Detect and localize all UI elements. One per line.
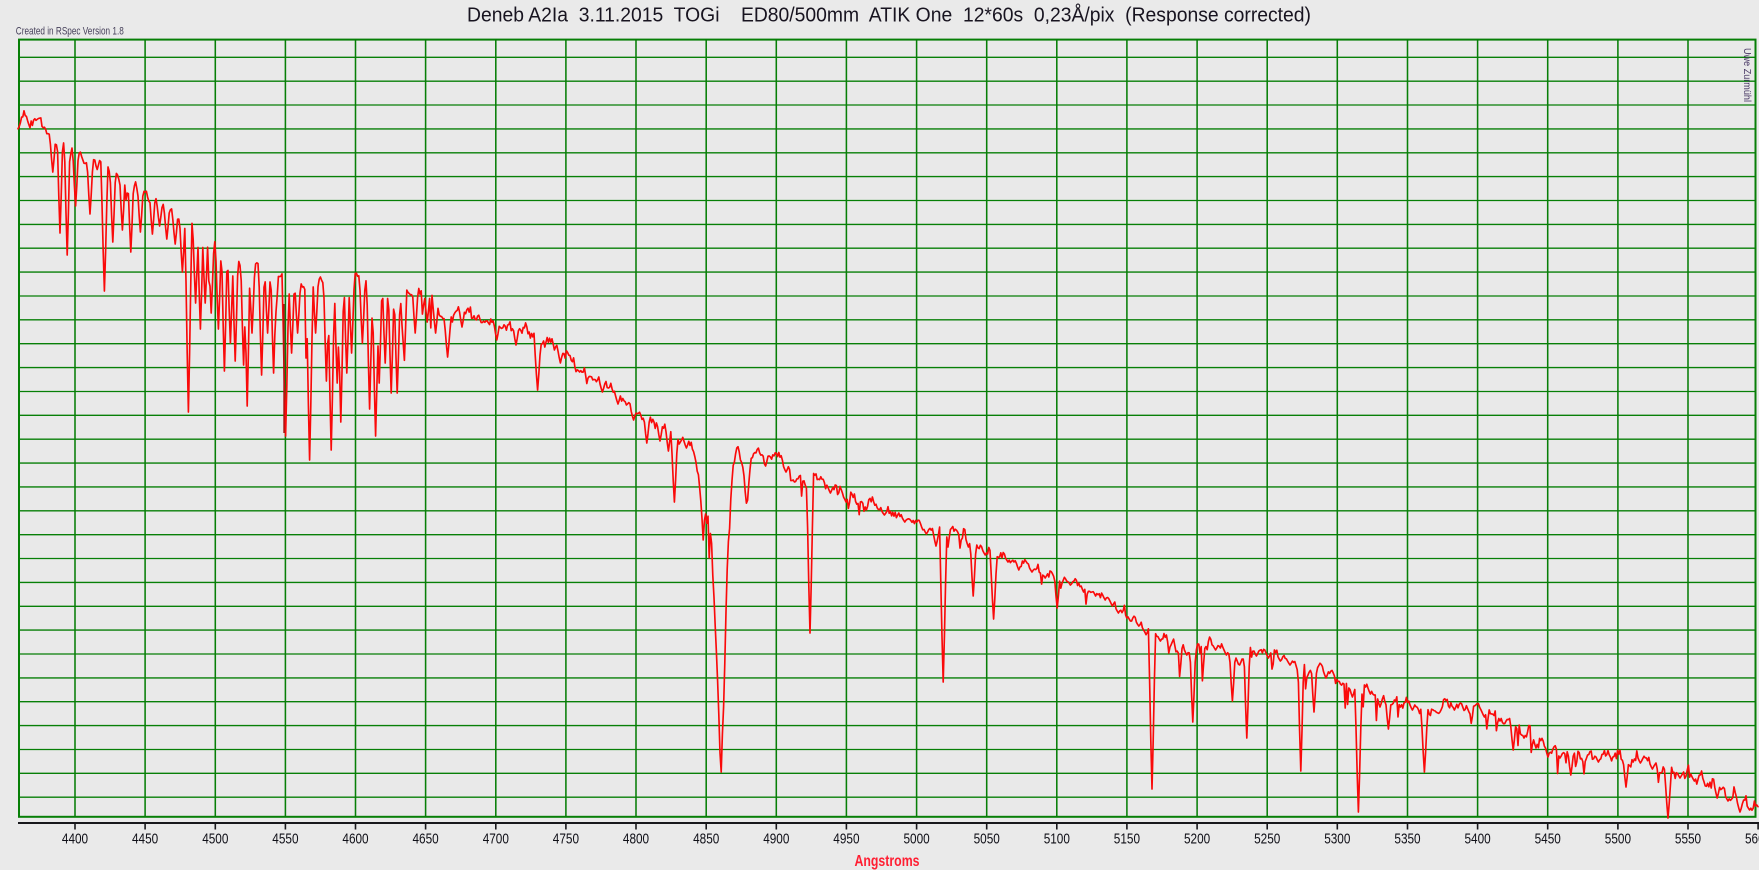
svg-text:5550: 5550 xyxy=(1675,832,1701,848)
svg-text:5100: 5100 xyxy=(1044,832,1070,848)
svg-text:4750: 4750 xyxy=(553,832,579,848)
svg-text:5350: 5350 xyxy=(1394,832,1420,848)
svg-text:5500: 5500 xyxy=(1605,832,1631,848)
svg-text:5200: 5200 xyxy=(1184,832,1210,848)
svg-text:4550: 4550 xyxy=(272,832,298,848)
svg-text:Created in RSpec Version 1.8: Created in RSpec Version 1.8 xyxy=(16,26,124,38)
svg-text:4650: 4650 xyxy=(413,832,439,848)
svg-text:Deneb A2Ia 3.11.2015 TOGi: Deneb A2Ia 3.11.2015 TOGi ED80/500mm ATI… xyxy=(467,4,1311,27)
svg-text:5000: 5000 xyxy=(904,832,930,848)
svg-text:4900: 4900 xyxy=(763,832,789,848)
svg-text:5050: 5050 xyxy=(974,832,1000,848)
svg-text:4500: 4500 xyxy=(202,832,228,848)
svg-text:Angstroms: Angstroms xyxy=(855,853,920,870)
svg-text:4600: 4600 xyxy=(342,832,368,848)
svg-text:5600: 5600 xyxy=(1745,832,1759,848)
svg-text:5250: 5250 xyxy=(1254,832,1280,848)
svg-text:4400: 4400 xyxy=(62,832,88,848)
svg-text:4700: 4700 xyxy=(483,832,509,848)
svg-text:4450: 4450 xyxy=(132,832,158,848)
svg-text:Uwe Zurmühl: Uwe Zurmühl xyxy=(1741,48,1753,102)
svg-text:5300: 5300 xyxy=(1324,832,1350,848)
svg-text:5150: 5150 xyxy=(1114,832,1140,848)
svg-text:5450: 5450 xyxy=(1535,832,1561,848)
svg-text:5400: 5400 xyxy=(1465,832,1491,848)
svg-text:4800: 4800 xyxy=(623,832,649,848)
svg-text:4950: 4950 xyxy=(833,832,859,848)
svg-text:4850: 4850 xyxy=(693,832,719,848)
